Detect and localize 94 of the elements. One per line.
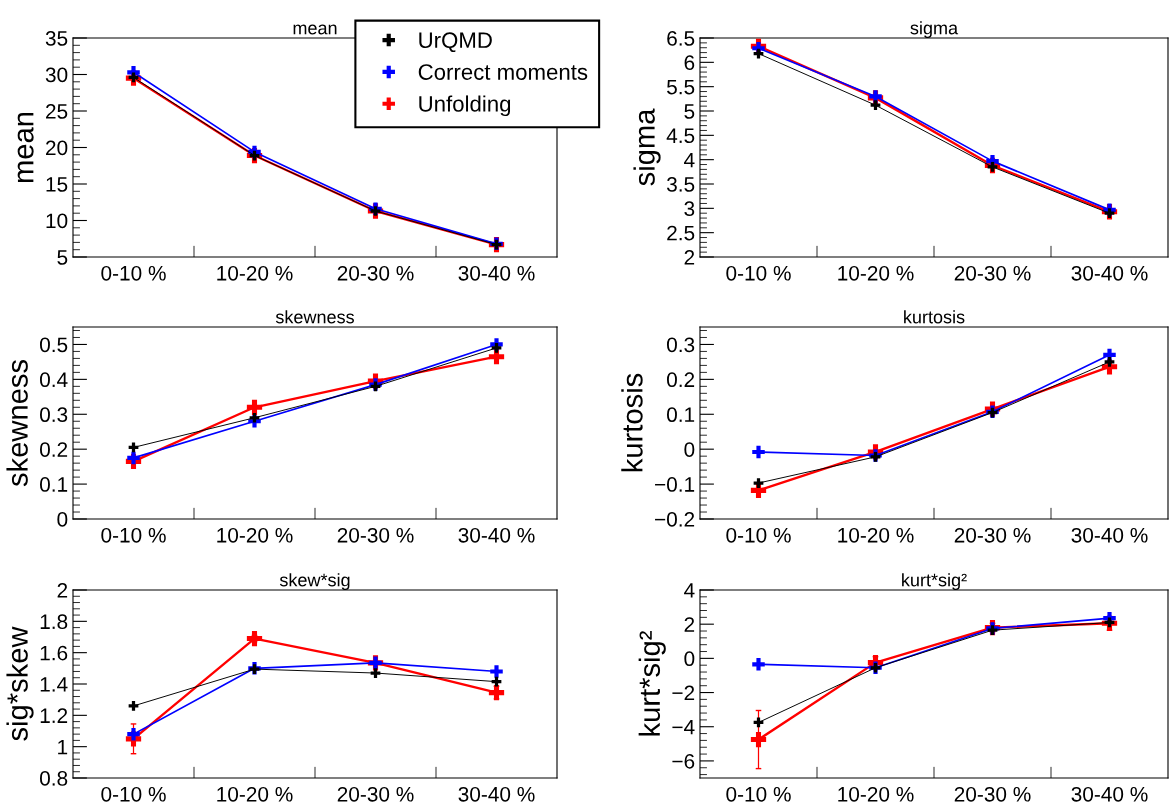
y-tick-label: 4 (684, 152, 695, 168)
chart-title: kurtosis (904, 310, 965, 324)
chart-title: kurt*sig² (902, 573, 967, 590)
y-axis-title: kurt*sig² (638, 631, 666, 736)
y-tick-label: 0 (684, 442, 695, 457)
y-tick-label: 10 (46, 213, 68, 229)
point (370, 668, 381, 678)
chart-title: skew*sig (279, 573, 350, 590)
y-tick-label: 1.6 (40, 645, 68, 661)
x-tick-label: 10-20 % (838, 786, 914, 802)
y-tick-label: 35 (45, 31, 68, 46)
point (127, 727, 140, 741)
x-tick-label: 30-40 % (1071, 786, 1148, 802)
x-tick-label: 0-10 % (726, 265, 791, 281)
point (490, 665, 503, 678)
y-tick-label: 0.4 (39, 372, 68, 388)
y-tick-label: 0 (684, 651, 695, 667)
y-tick-label: −0.2 (655, 512, 695, 527)
x-tick-label: 30-40 % (458, 527, 535, 543)
x-tick-label: 30-40 % (458, 265, 535, 281)
y-tick-label: 0.3 (666, 337, 695, 353)
y-axis-title: sig*skew (6, 626, 34, 741)
x-tick-label: 0-10 % (101, 786, 166, 802)
y-tick-label: 0.1 (666, 407, 695, 423)
x-tick-label: 0-10 % (101, 527, 166, 543)
y-axis-title: skewness (6, 360, 28, 487)
x-tick-label: 10-20 % (838, 265, 914, 281)
y-tick-label: 0.5 (39, 337, 68, 353)
y-tick-label: 3.5 (666, 177, 695, 192)
y-tick-label: 1 (58, 739, 68, 755)
point (870, 100, 881, 111)
y-tick-label: 0.8 (39, 771, 68, 786)
y-tick-label: 4 (684, 583, 695, 598)
y-tick-label: 5 (57, 250, 68, 265)
y-tick-label: 6 (684, 55, 695, 71)
x-tick-label: 10-20 % (217, 786, 293, 802)
chart-title: mean (293, 24, 337, 35)
y-tick-label: 25 (46, 104, 68, 119)
x-tick-label: 20-30 % (954, 265, 1031, 281)
y-tick-label: −2 (672, 685, 695, 701)
y-tick-label: 3 (684, 201, 695, 217)
point (249, 412, 260, 423)
point (752, 445, 765, 459)
point (246, 399, 263, 415)
y-tick-label: 0 (57, 512, 68, 527)
y-tick-label: −4 (672, 719, 695, 735)
x-tick-label: 10-20 % (838, 527, 914, 543)
y-tick-label: 0.2 (666, 372, 695, 388)
y-tick-label: 1.2 (40, 708, 68, 723)
point (128, 701, 139, 711)
y-tick-label: 20 (46, 140, 68, 156)
y-tick-label: 30 (45, 67, 68, 83)
x-tick-label: 30-40 % (458, 786, 535, 802)
x-tick-label: 20-30 % (337, 786, 414, 802)
x-tick-label: 30-40 % (1071, 265, 1148, 281)
legend-label: UrQMD (419, 32, 492, 53)
point (491, 676, 502, 687)
x-tick-label: 30-40 % (1071, 527, 1148, 543)
y-tick-label: 1.4 (40, 677, 68, 692)
y-axis-title: mean (17, 112, 34, 183)
y-tick-label: 6.5 (667, 31, 695, 46)
x-tick-label: 20-30 % (954, 786, 1031, 802)
y-tick-label: −6 (672, 753, 695, 769)
x-tick-label: 10-20 % (217, 265, 293, 281)
x-tick-label: 20-30 % (337, 265, 414, 281)
y-tick-label: 4.5 (666, 128, 695, 144)
y-tick-label: 0.3 (39, 407, 68, 423)
x-tick-label: 0-10 % (726, 527, 791, 543)
chart-title: skewness (275, 310, 354, 324)
y-tick-label: −0.1 (655, 477, 695, 492)
point (753, 478, 764, 488)
point (491, 343, 502, 353)
y-tick-label: 2.5 (667, 225, 695, 241)
y-tick-label: 1.8 (40, 614, 68, 630)
x-tick-label: 0-10 % (101, 265, 166, 281)
point (752, 658, 765, 671)
x-tick-label: 20-30 % (954, 527, 1031, 543)
point (127, 451, 140, 465)
legend-label: Unfolding (419, 95, 511, 117)
chart-title: sigma (910, 21, 959, 38)
y-tick-label: 15 (46, 177, 68, 192)
y-tick-label: 5 (684, 104, 695, 119)
y-tick-label: 2 (684, 617, 695, 632)
y-tick-label: 0.1 (39, 477, 68, 492)
y-tick-label: 2 (684, 250, 695, 265)
y-tick-label: 5.5 (667, 79, 695, 95)
y-axis-title: sigma (633, 108, 661, 186)
y-tick-label: 0.2 (39, 442, 68, 457)
x-tick-label: 10-20 % (217, 527, 293, 543)
legend-label: Correct moments (418, 64, 588, 80)
y-axis-title: kurtosis (621, 373, 643, 472)
x-tick-label: 20-30 % (337, 527, 414, 543)
y-tick-label: 2 (57, 583, 68, 598)
x-tick-label: 0-10 % (726, 786, 791, 802)
